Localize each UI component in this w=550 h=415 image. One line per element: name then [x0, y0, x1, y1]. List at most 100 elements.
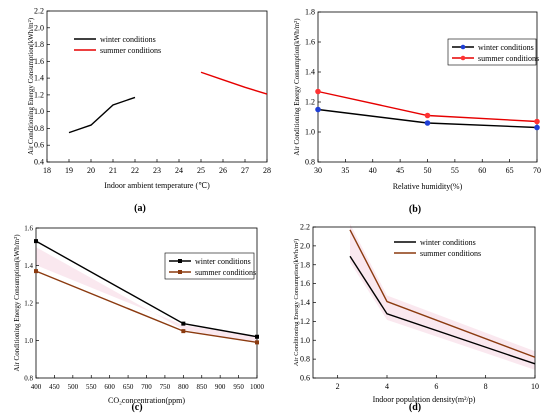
- legend-marker: [178, 270, 182, 274]
- y-tick-label: 2.2: [300, 223, 310, 232]
- x-tick-label: 750: [160, 383, 171, 391]
- x-tick-label: 45: [396, 166, 404, 175]
- x-tick-label: 25: [197, 166, 205, 175]
- series-line: [68, 96, 136, 134]
- x-tick-label: 10: [531, 382, 539, 391]
- series-line: [200, 71, 268, 95]
- x-tick-label: 800: [178, 383, 189, 391]
- y-tick-label: 0.8: [305, 158, 315, 167]
- data-point: [34, 269, 38, 274]
- x-tick-label: 8: [484, 382, 488, 391]
- x-tick-label: 21: [109, 166, 117, 175]
- legend-label: summer conditions: [420, 249, 481, 258]
- y-tick-label: 2.2: [34, 7, 44, 16]
- legend-label: winter conditions: [100, 35, 156, 44]
- x-tick-label: 24: [175, 166, 183, 175]
- legend-label: winter conditions: [420, 238, 476, 247]
- legend-label: summer conditions: [195, 268, 256, 277]
- data-point: [534, 118, 540, 125]
- legend: winter conditions summer conditions: [447, 38, 539, 66]
- y-tick-label: 1.2: [305, 98, 315, 107]
- x-tick-label: 4: [385, 382, 389, 391]
- x-tick-label: 6: [434, 382, 438, 391]
- series-summer: [200, 71, 268, 95]
- x-tick-label: 30: [314, 166, 322, 175]
- x-tick-label: 28: [263, 166, 271, 175]
- data-point: [181, 329, 186, 334]
- x-tick-label: 20: [87, 166, 95, 175]
- series-winter: [34, 239, 259, 339]
- y-tick-label: 1.8: [305, 8, 315, 17]
- x-tick-label: 550: [86, 383, 97, 391]
- x-tick-label: 950: [233, 383, 244, 391]
- data-point: [315, 106, 321, 113]
- data-point: [255, 340, 259, 345]
- y-tick-label: 1.0: [24, 337, 33, 345]
- x-tick-label: 450: [49, 383, 60, 391]
- x-tick-label: 650: [123, 383, 134, 391]
- y-tick-label: 1.2: [24, 300, 33, 308]
- y-axis-label: Air Conditioning Energy Consumption(kWh/…: [293, 18, 301, 156]
- y-tick-label: 1.4: [300, 298, 310, 307]
- series-summer: [315, 88, 540, 125]
- x-tick-label: 500: [68, 383, 79, 391]
- x-tick-label: 65: [506, 166, 514, 175]
- legend-label: summer conditions: [478, 54, 539, 63]
- y-tick-label: 1.4: [24, 262, 33, 270]
- legend-marker: [178, 259, 182, 263]
- data-point: [34, 239, 38, 244]
- x-tick-label: 70: [533, 166, 541, 175]
- data-point: [424, 112, 431, 119]
- x-tick-label: 23: [153, 166, 161, 175]
- x-tick-label: 18: [43, 166, 51, 175]
- legend-box: [447, 38, 537, 66]
- y-tick-label: 1.0: [300, 336, 310, 345]
- x-tick-label: 900: [215, 383, 226, 391]
- x-tick-label: 19: [65, 166, 73, 175]
- plot-frame: [317, 11, 538, 163]
- x-axis-label: Relative humidity(%): [393, 182, 463, 191]
- legend-marker: [460, 44, 466, 50]
- panel-b: 0.8 1.0 1.2 1.4 1.6 1.8 30 35 40 45 50 55 60 65 70 Rela…: [293, 8, 541, 216]
- y-tick-label: 1.4: [34, 74, 44, 83]
- panel-label: (c): [131, 402, 142, 413]
- series-line: [349, 229, 536, 358]
- x-tick-label: 850: [197, 383, 208, 391]
- data-point: [315, 88, 321, 95]
- legend: winter conditions summer conditions: [74, 35, 161, 55]
- series-summer: [34, 269, 259, 345]
- x-tick-label: 40: [369, 166, 377, 175]
- y-tick-label: 1.0: [305, 128, 315, 137]
- data-point: [255, 334, 259, 339]
- y-tick-label: 0.8: [300, 355, 310, 364]
- panel-label: (a): [134, 203, 146, 214]
- x-tick-label: 1000: [250, 383, 265, 391]
- data-point: [534, 124, 540, 131]
- y-tick-label: 1.6: [24, 225, 33, 233]
- y-tick-label: 0.8: [24, 375, 33, 383]
- x-tick-label: 700: [141, 383, 152, 391]
- x-tick-label: 600: [104, 383, 115, 391]
- y-axis-label: Air Conditioning Energy Consumption(kWh/…: [27, 17, 35, 155]
- y-tick-label: 0.6: [300, 374, 310, 383]
- x-tick-label: 50: [424, 166, 432, 175]
- y-tick-label: 1.8: [34, 40, 44, 49]
- legend-label: winter conditions: [195, 257, 251, 266]
- series-line: [349, 255, 536, 365]
- series-summer: [349, 229, 536, 358]
- x-tick-label: 60: [478, 166, 486, 175]
- x-tick-label: 2: [336, 382, 340, 391]
- series-winter: [68, 96, 136, 134]
- series-winter: [349, 255, 536, 365]
- y-tick-label: 1.0: [34, 107, 44, 116]
- legend: winter conditions summer conditions: [394, 238, 481, 258]
- y-tick-label: 1.2: [34, 90, 44, 99]
- panel-label: (b): [409, 204, 421, 215]
- y-tick-label: 0.6: [34, 141, 44, 150]
- x-tick-label: 55: [451, 166, 459, 175]
- plot-frame: [46, 10, 268, 163]
- y-tick-label: 2.0: [300, 241, 310, 250]
- legend-marker: [460, 55, 466, 61]
- y-tick-label: 1.4: [305, 68, 315, 77]
